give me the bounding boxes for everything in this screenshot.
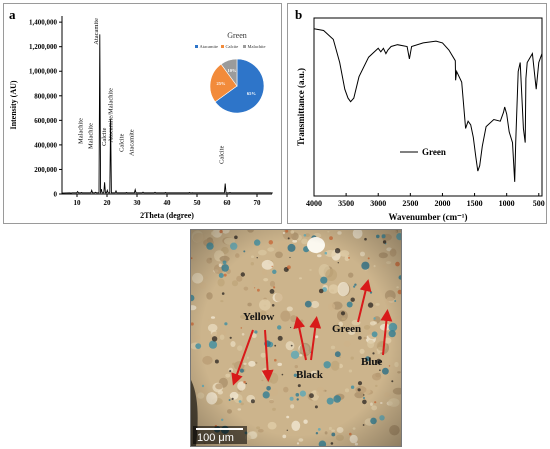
panel-b-ftir: b 4000 3500 3000 2500 2000 1500 1000 500 Wavenum… — [287, 3, 547, 224]
panel-c-micrograph: Yellow Black Green Blue 100 μm — [190, 229, 402, 447]
x-tick-label: 4000 — [306, 199, 322, 208]
x-tick-label: 70 — [254, 199, 262, 207]
y-tick-label: 1,400,000 — [29, 19, 58, 27]
y-tick-label: 0 — [54, 191, 58, 199]
peak-label: Atacamite — [129, 129, 136, 156]
pie-legend-label: Malachite — [248, 44, 266, 49]
y-tick-label: 1,000,000 — [29, 68, 58, 76]
label-yellow: Yellow — [243, 311, 274, 323]
x-axis-label: 2Theta (degree) — [140, 211, 194, 220]
label-green: Green — [332, 323, 361, 335]
pie-value-label: 10% — [227, 68, 237, 73]
x-axis-label: Wavenumber (cm⁻¹) — [388, 212, 467, 222]
xrd-chart: 0 200,000 400,000 600,000 800,000 1,000,000 1,… — [9, 16, 273, 220]
arrow-black-2 — [309, 316, 322, 361]
panel-a-xrd: a 0 200,000 400,000 600,000 800,000 1,000,000… — [3, 3, 282, 224]
y-tick-label: 800,000 — [34, 92, 57, 100]
plot-frame — [313, 17, 543, 197]
pie-value-label: 65% — [247, 91, 257, 96]
x-tick-label: 60 — [224, 199, 232, 207]
peak-label: Malachite — [77, 118, 84, 144]
scale-bar: 100 μm — [193, 426, 247, 444]
annotation-arrows — [231, 279, 393, 386]
x-tick-label: 50 — [194, 199, 202, 207]
pie-legend-swatch — [195, 45, 198, 48]
pie-legend-label: Calcite — [226, 44, 239, 49]
xrd-series-line — [61, 34, 273, 194]
label-blue: Blue — [361, 356, 383, 368]
pie-legend-swatch — [243, 45, 246, 48]
ftir-series-line — [313, 28, 543, 182]
arrow-green — [357, 279, 372, 323]
x-tick-label: 2000 — [434, 199, 450, 208]
peak-label: Calcite — [101, 127, 108, 146]
x-tick-label: 3000 — [370, 199, 386, 208]
arrow-blue — [380, 309, 393, 356]
x-tick-label: 3500 — [338, 199, 354, 208]
pie-value-label: 25% — [216, 81, 226, 86]
pie-slice — [214, 58, 265, 114]
peak-label: Atacamite — [93, 18, 100, 45]
peak-label: Calcite — [119, 133, 126, 152]
y-axis-label: Intensity (AU) — [9, 80, 18, 129]
x-tick-label: 2500 — [402, 199, 418, 208]
panel-label-b: b — [295, 7, 303, 22]
arrow-yellow-1 — [231, 329, 254, 386]
scale-bar-label: 100 μm — [197, 432, 234, 444]
x-tick-label: 20 — [104, 199, 112, 207]
y-tick-label: 200,000 — [34, 166, 57, 174]
peak-label: Malachite — [88, 123, 95, 149]
label-black: Black — [296, 369, 324, 381]
y-tick-label: 1,200,000 — [29, 43, 58, 51]
panel-label-a: a — [9, 7, 16, 22]
photo-vignette — [191, 230, 401, 446]
pie-slice — [220, 58, 238, 87]
micrograph-photo: Yellow Black Green Blue 100 μm — [191, 230, 401, 446]
y-tick-label: 600,000 — [34, 117, 57, 125]
legend-label: Green — [422, 147, 446, 157]
pie-legend-label: Atacamite — [200, 44, 219, 49]
x-tick-label: 1500 — [467, 199, 483, 208]
x-tick-label: 1000 — [499, 199, 515, 208]
x-tick-label: 10 — [74, 199, 82, 207]
pie-legend-swatch — [221, 45, 224, 48]
arrow-black-1 — [293, 316, 307, 361]
ftir-chart: 4000 3500 3000 2500 2000 1500 1000 500 Wavenumbe… — [296, 17, 545, 222]
pie-title: Green — [227, 31, 247, 40]
arrow-yellow-2 — [261, 329, 274, 382]
y-tick-label: 400,000 — [34, 141, 57, 149]
x-tick-label: 30 — [134, 199, 142, 207]
y-axis-label: Transmittance (a.u.) — [296, 68, 306, 146]
peak-label: Calcite — [219, 145, 226, 164]
scale-bar-background — [193, 426, 247, 444]
pie-slice — [209, 63, 238, 103]
x-tick-label: 500 — [533, 199, 545, 208]
peak-label: Atacamite/Malachite — [107, 88, 114, 143]
x-tick-label: 40 — [164, 199, 172, 207]
